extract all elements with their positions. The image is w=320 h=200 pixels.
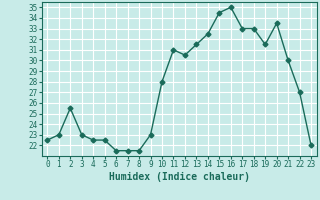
X-axis label: Humidex (Indice chaleur): Humidex (Indice chaleur) <box>109 172 250 182</box>
